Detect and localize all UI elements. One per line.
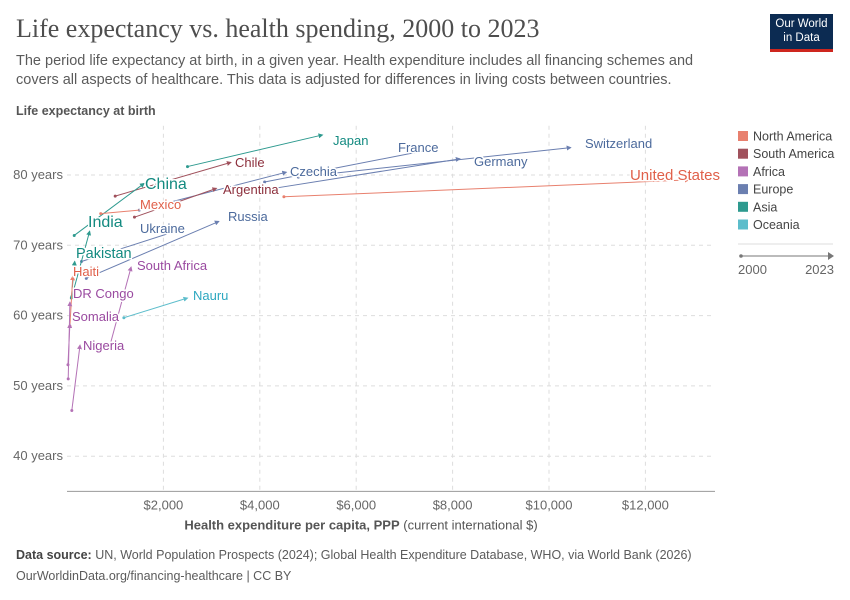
x-tick-label: $2,000 xyxy=(144,497,184,512)
series-arrow-germany xyxy=(269,156,461,190)
series-label: Switzerland xyxy=(585,136,652,151)
y-tick-label: 50 years xyxy=(13,378,63,393)
series-label: France xyxy=(398,140,438,155)
x-tick-label: $4,000 xyxy=(240,497,280,512)
x-axis-label: Health expenditure per capita, PPP (curr… xyxy=(184,517,537,532)
series-arrow-argentina xyxy=(134,187,218,218)
legend-swatch xyxy=(738,184,748,195)
legend-label: South America xyxy=(753,147,834,161)
series-label: Ukraine xyxy=(140,221,185,236)
footer-url[interactable]: OurWorldinData.org/financing-healthcare … xyxy=(16,569,292,583)
series-arrow-haiti xyxy=(69,275,76,327)
y-tick-label: 60 years xyxy=(13,308,63,323)
series-label: Mexico xyxy=(140,197,181,212)
series-label: Haiti xyxy=(73,264,99,279)
series-arrow-united-states xyxy=(283,177,690,198)
x-tick-label: $8,000 xyxy=(433,497,473,512)
legend-swatch xyxy=(738,148,748,159)
series-label: Chile xyxy=(235,155,265,170)
source-label: Data source: xyxy=(16,548,92,562)
series-label: Czechia xyxy=(290,164,338,179)
series-arrow-ukraine xyxy=(81,229,179,262)
owid-logo[interactable]: Our World in Data xyxy=(770,14,833,52)
source-text: UN, World Population Prospects (2024); G… xyxy=(95,548,692,562)
x-tick-label: $6,000 xyxy=(336,497,376,512)
chart-title: Life expectancy vs. health spending, 200… xyxy=(16,14,540,43)
data-source: Data source: UN, World Population Prospe… xyxy=(16,548,692,562)
y-tick-label: 80 years xyxy=(13,167,63,182)
series-arrow-japan xyxy=(187,133,324,168)
legend-swatch xyxy=(738,219,748,230)
time-legend-start-dot xyxy=(739,254,743,258)
chart-subtitle: The period life expectancy at birth, in … xyxy=(16,53,694,88)
series-label: Germany xyxy=(474,154,528,169)
series-arrow-south-africa xyxy=(109,266,133,344)
series-label: Somalia xyxy=(72,309,120,324)
series-label: Pakistan xyxy=(76,246,132,262)
x-tick-label: $10,000 xyxy=(526,497,573,512)
legend-swatch xyxy=(738,166,748,177)
legend-label: Oceania xyxy=(753,218,800,232)
legend-swatch xyxy=(738,131,748,141)
y-axis-label: Life expectancy at birth xyxy=(16,104,156,118)
legend-label: Asia xyxy=(753,200,777,214)
time-legend-arrowhead xyxy=(828,252,834,260)
series-arrow-france xyxy=(264,147,435,183)
series-arrow-russia xyxy=(86,220,220,279)
series-arrow-mexico xyxy=(100,204,177,215)
series-label: Russia xyxy=(228,209,269,224)
series-label: United States xyxy=(630,167,720,184)
series-label: South Africa xyxy=(137,258,208,273)
series-label: China xyxy=(145,176,187,193)
legend-swatch xyxy=(738,201,748,212)
series-arrow-india xyxy=(71,230,92,297)
series-label: DR Congo xyxy=(73,286,134,301)
series-label: Nauru xyxy=(193,288,228,303)
series-arrow-nigeria xyxy=(71,344,82,411)
series-arrow-nauru xyxy=(123,296,189,319)
y-tick-label: 40 years xyxy=(13,448,63,463)
series-label: Japan xyxy=(333,133,368,148)
series-arrow-somalia xyxy=(67,323,73,365)
legend-label: Africa xyxy=(753,165,785,179)
series-label: India xyxy=(88,214,123,231)
legend-label: North America xyxy=(753,130,832,144)
time-legend-end: 2023 xyxy=(805,262,834,277)
y-tick-label: 70 years xyxy=(13,237,63,252)
legend-label: Europe xyxy=(753,183,793,197)
series-label: Nigeria xyxy=(83,338,125,353)
series-arrow-china xyxy=(73,182,145,236)
x-tick-label: $12,000 xyxy=(622,497,669,512)
time-legend-start: 2000 xyxy=(738,262,767,277)
series-label: Argentina xyxy=(223,182,279,197)
